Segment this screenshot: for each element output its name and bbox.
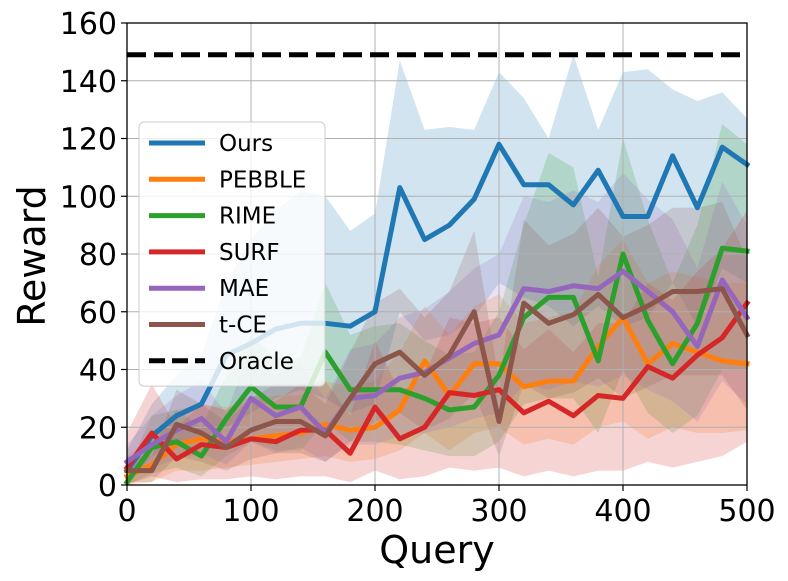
y-tick-label: 100 [60,180,117,215]
x-tick-label: 500 [718,494,775,529]
band-rime [127,124,747,485]
band-mae [127,173,747,477]
legend-label-surf: SURF [219,240,280,266]
series-lines [123,52,751,486]
x-tick-label: 100 [222,494,279,529]
legend-label-rime: RIME [219,204,276,230]
x-tick-label: 300 [470,494,527,529]
legend-label-pebble: PEBBLE [219,167,306,193]
x-tick-label: 400 [594,494,651,529]
legend-label-t-ce: t-CE [219,313,267,339]
legend-label-oracle: Oracle [219,349,294,375]
axis-ticks: 0 100 200 300 400 500 0 20 40 60 80 100 120 140 160 [60,7,776,529]
legend-label-ours: Ours [219,131,273,157]
line-pebble [123,315,750,480]
x-axis-label: Query [379,528,494,572]
band-surf [127,210,747,485]
y-tick-label: 160 [60,7,117,42]
y-tick-label: 120 [60,123,117,158]
legend-label-mae: MAE [219,276,269,302]
x-tick-label: 200 [346,494,403,529]
y-tick-label: 20 [79,411,117,446]
y-tick-label: 40 [79,354,117,389]
y-tick-label: 0 [98,469,117,504]
y-tick-label: 60 [79,296,117,331]
y-axis-label: Reward [10,185,54,327]
legend-box [138,121,326,387]
line-t-ce [124,286,751,474]
y-tick-label: 80 [79,238,117,273]
x-tick-label: 0 [117,494,136,529]
y-tick-label: 140 [60,65,117,100]
legend: Ours PEBBLE RIME SURF MAE t-CE Oracle [138,121,326,387]
